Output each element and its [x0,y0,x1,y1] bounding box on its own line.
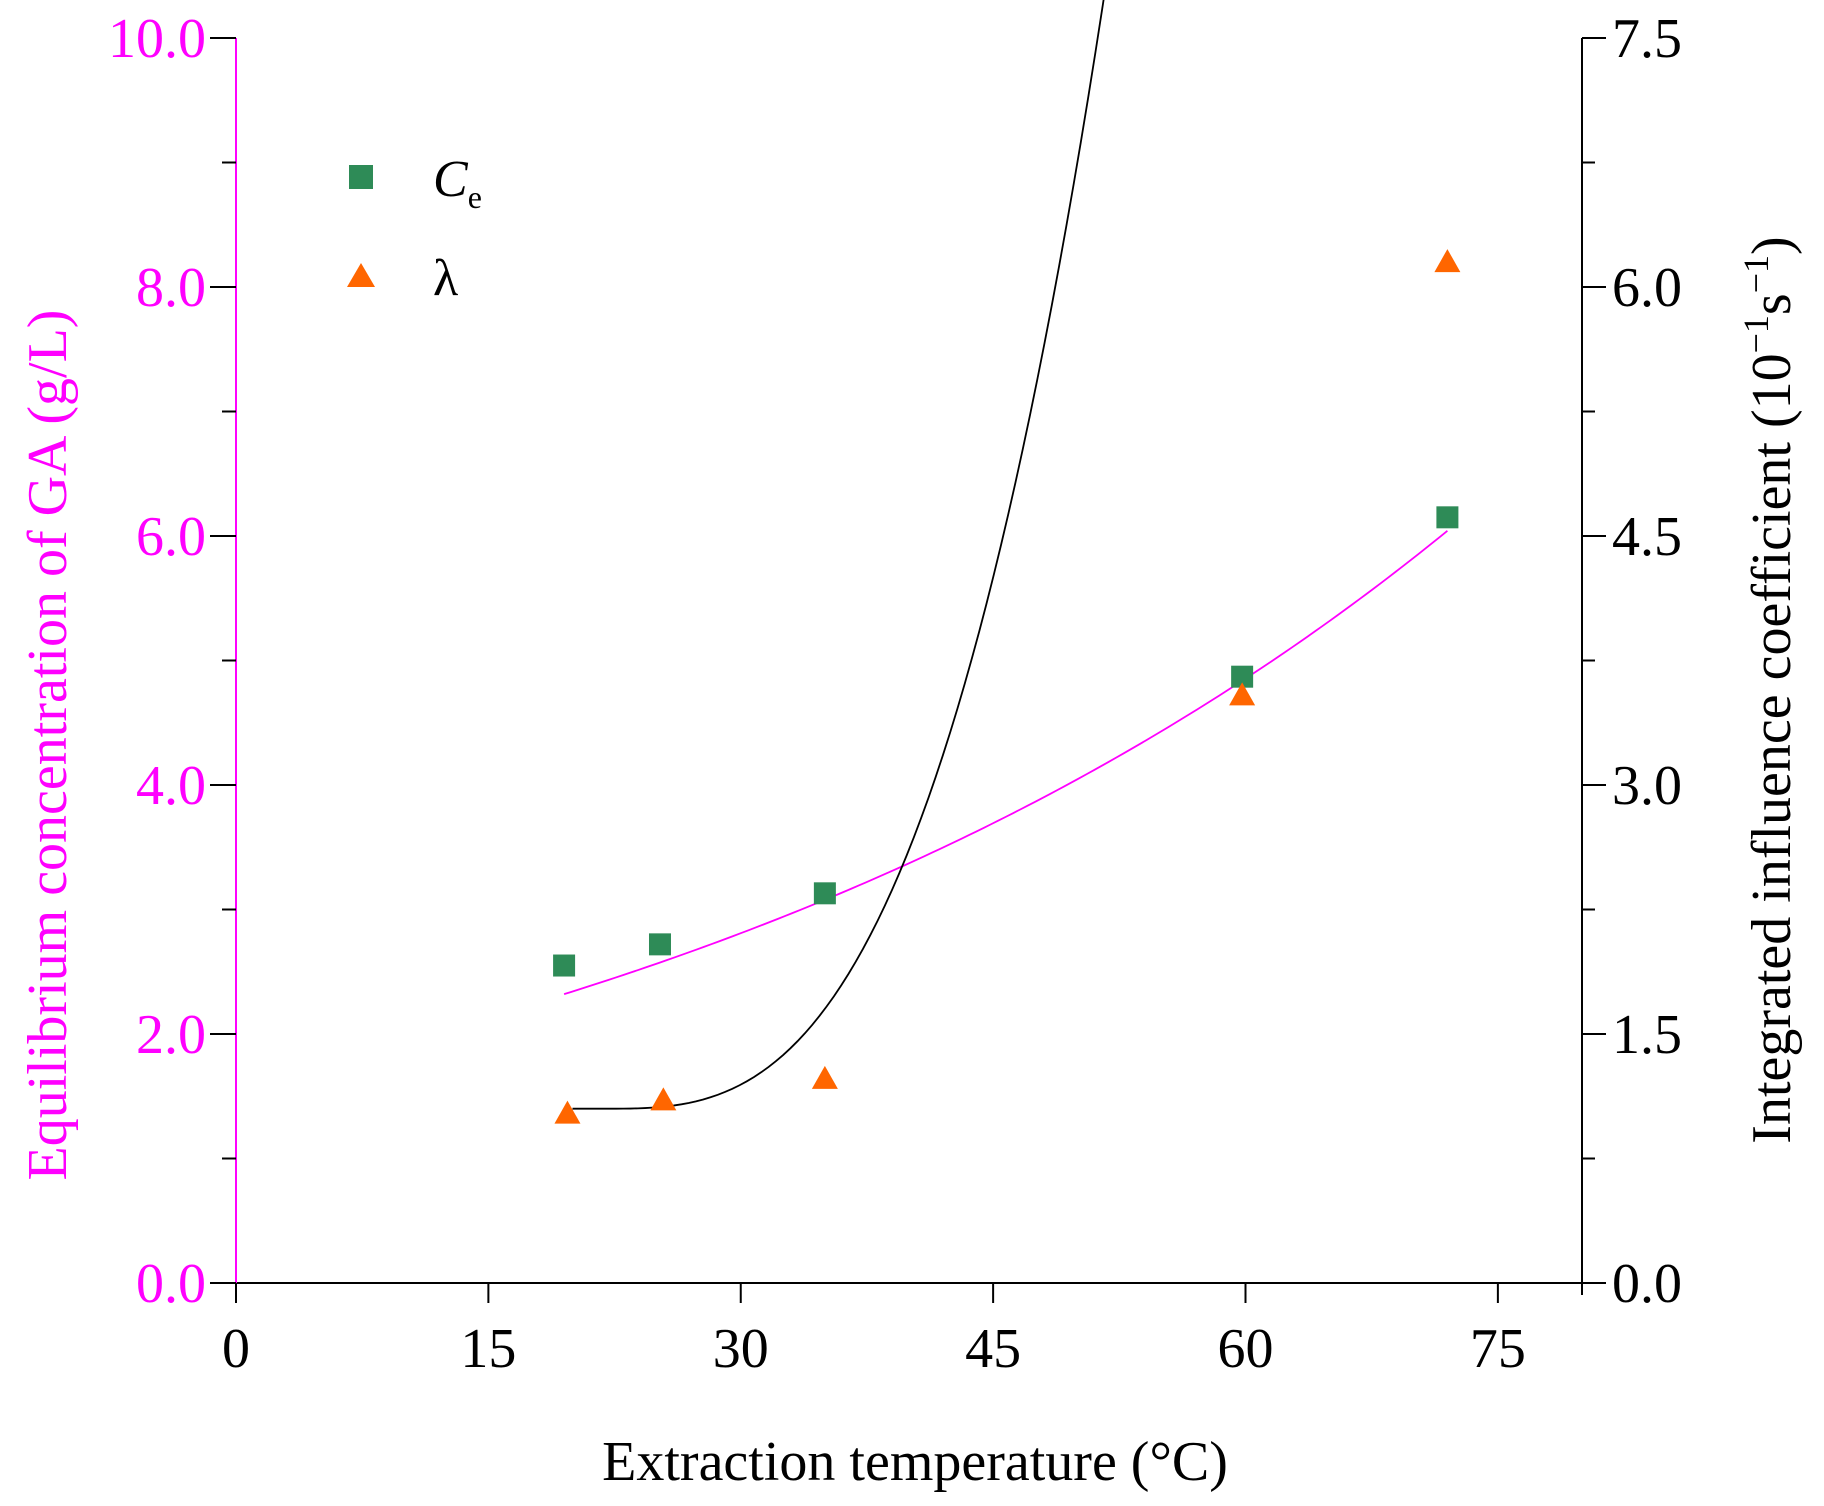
y-right-tick-label-2: 3.0 [1612,755,1682,817]
point-lambda-2 [811,1065,838,1089]
point-lambda-1 [650,1087,677,1111]
y-left-tick-label-3: 6.0 [136,506,206,568]
y-right-tick-label-1: 1.5 [1612,1004,1682,1066]
x-axis: 0 15 30 45 60 75 [222,1283,1583,1380]
y-axis-left-title: Equilibrium concentration of GA (g/L) [17,310,79,1181]
legend-label-lambda: λ [433,250,458,307]
y-axis-right-title-exp1: −1 [1736,315,1776,353]
x-tick-label-75: 75 [1470,1318,1526,1380]
point-lambda-3 [1229,682,1256,706]
y-right-tick-label-0: 0.0 [1612,1253,1682,1315]
point-lambda-0 [554,1100,581,1124]
y-axis-right-title-mid: s [1741,293,1803,315]
x-tick-label-30: 30 [713,1318,769,1380]
data-points [553,249,1461,1124]
legend-label-ce: Ce [433,151,482,215]
y-right-tick-label-5: 7.5 [1612,8,1682,70]
legend-marker-ce [349,165,373,189]
y-axis-right: 0.0 1.5 3.0 4.5 6.0 7.5 [1582,8,1682,1315]
y-left-tick-label-2: 4.0 [136,755,206,817]
point-ce-2 [813,882,836,905]
point-ce-4 [1436,506,1459,529]
y-right-tick-label-3: 4.5 [1612,506,1682,568]
y-axis-right-title: Integrated influence coefficient (10−1s−… [1736,236,1803,1143]
legend: Ce λ [347,151,482,307]
y-axis-right-title-main: Integrated influence coefficient (10 [1741,353,1803,1143]
y-left-tick-label-1: 2.0 [136,1004,206,1066]
x-tick-label-45: 45 [965,1318,1021,1380]
y-axis-left: 0.0 2.0 4.0 6.0 8.0 10.0 [108,8,236,1315]
y-left-tick-label-0: 0.0 [136,1253,206,1315]
x-tick-label-0: 0 [222,1318,250,1380]
y-left-tick-label-4: 8.0 [136,257,206,319]
y-axis-right-title-close: ) [1741,236,1803,255]
point-lambda-4 [1434,249,1461,273]
fit-curve-1 [572,0,1105,1110]
fit-curves [563,0,1448,1110]
fit-curve-0 [563,530,1448,996]
point-ce-1 [648,933,671,956]
legend-marker-lambda [347,263,375,287]
y-axis-right-title-exp2: −1 [1736,255,1776,293]
x-tick-label-15: 15 [460,1318,516,1380]
point-ce-3 [1231,665,1254,688]
point-ce-0 [553,954,576,977]
x-tick-label-60: 60 [1218,1318,1274,1380]
plot-frame [235,38,1583,1284]
y-left-tick-label-5: 10.0 [108,8,206,70]
x-axis-title: Extraction temperature (°C) [602,1431,1228,1493]
y-right-tick-label-4: 6.0 [1612,257,1682,319]
